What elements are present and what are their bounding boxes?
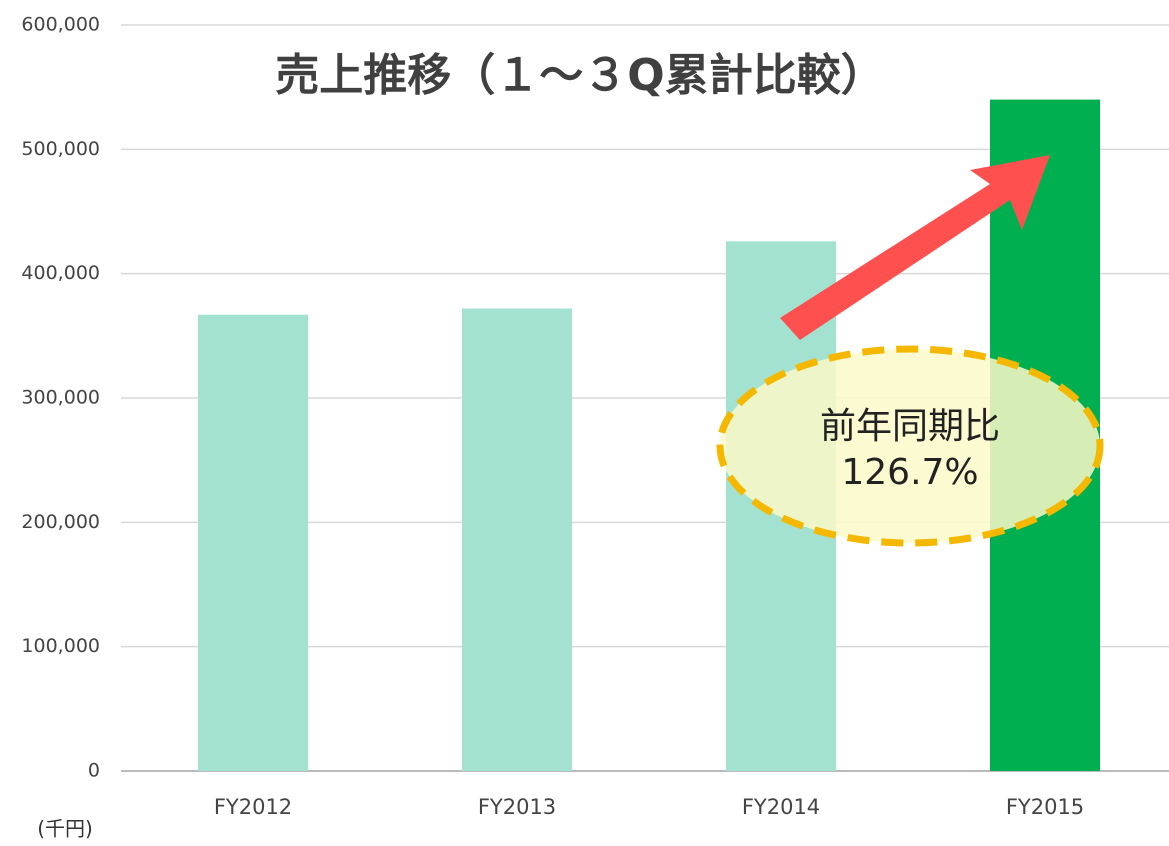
y-tick-label: 600,000 [21, 14, 100, 36]
y-tick-label: 300,000 [21, 387, 100, 409]
y-tick-label: 0 [88, 760, 100, 782]
chart-title: 売上推移（１～３Q累計比較） [275, 50, 884, 101]
x-tick-label: FY2014 [742, 795, 820, 819]
callout [716, 345, 1104, 547]
y-tick-label: 400,000 [21, 262, 100, 284]
annotation-line1: 前年同期比 [820, 406, 1000, 447]
bar [462, 308, 572, 771]
y-tick-label: 500,000 [21, 138, 100, 160]
arrow [780, 155, 1050, 340]
x-tick-label: FY2013 [478, 795, 556, 819]
bar [198, 314, 308, 771]
y-tick-label: 100,000 [21, 635, 100, 657]
annotation-line2: 126.7% [841, 452, 978, 493]
unit-label: (千円) [37, 817, 93, 841]
y-tick-label: 200,000 [21, 511, 100, 533]
x-tick-label: FY2015 [1006, 795, 1084, 819]
x-tick-label: FY2012 [214, 795, 292, 819]
